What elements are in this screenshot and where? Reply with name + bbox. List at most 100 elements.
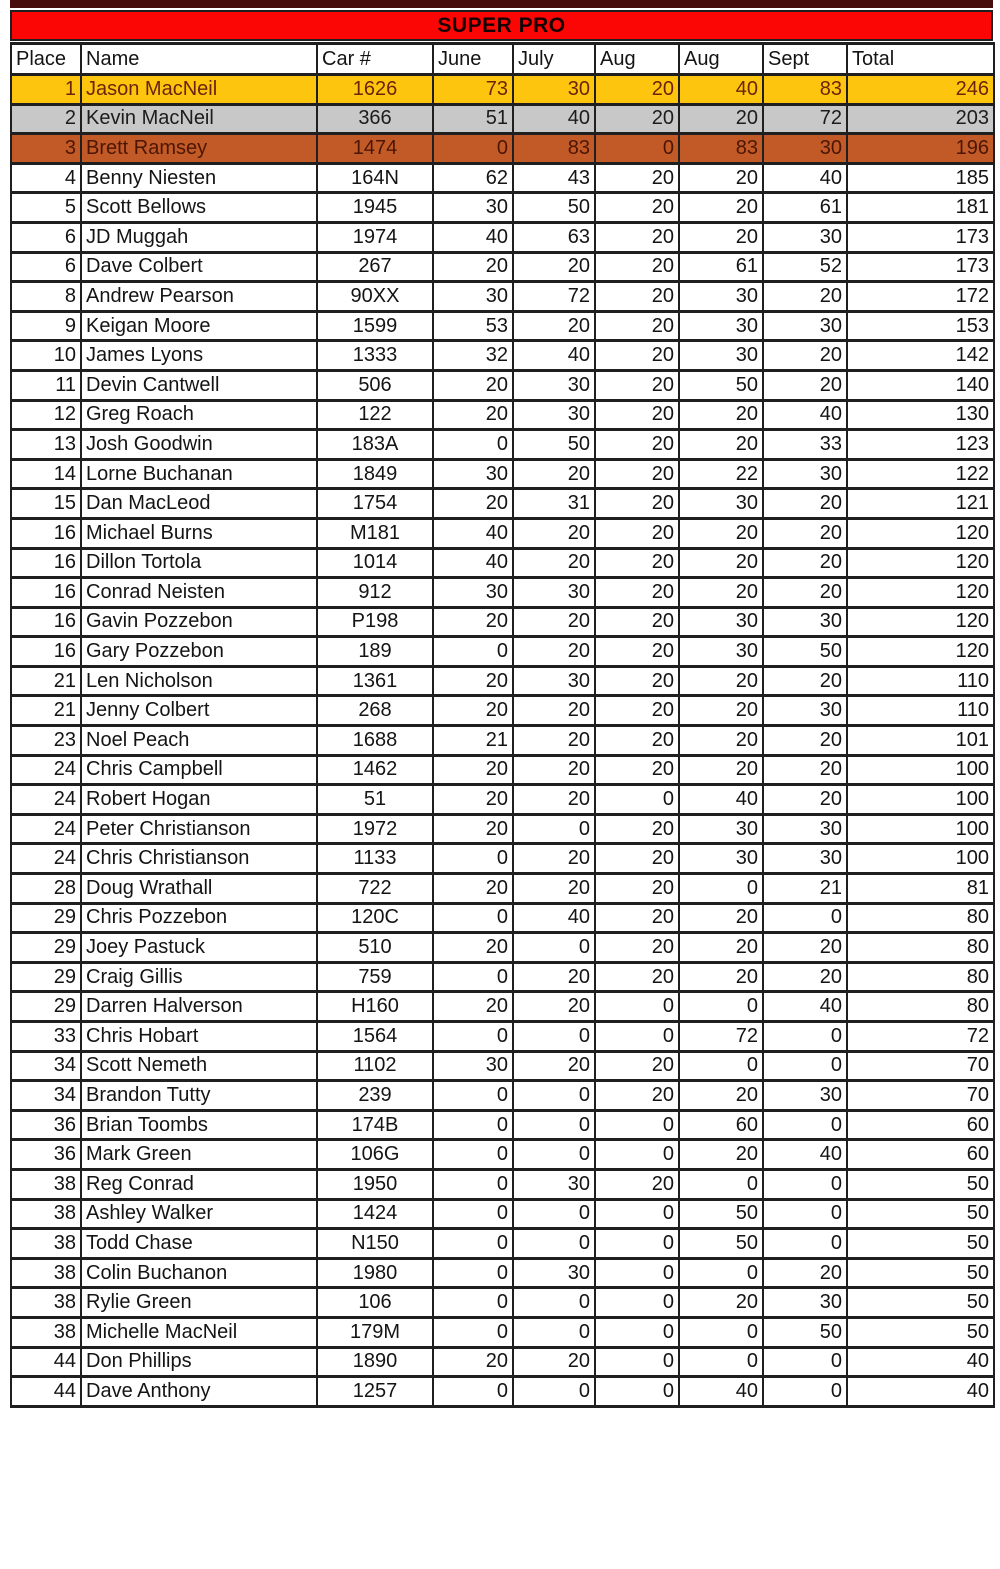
column-header-july: July xyxy=(512,42,596,76)
aug2-cell: 61 xyxy=(678,250,764,284)
car-cell: H160 xyxy=(316,990,434,1023)
name-cell: Andrew Pearson xyxy=(80,280,318,313)
sept-cell: 30 xyxy=(762,1079,848,1112)
aug1-cell: 0 xyxy=(594,1108,680,1142)
aug1-cell: 20 xyxy=(594,635,680,668)
aug1-cell: 0 xyxy=(594,1020,680,1053)
aug1-cell: 20 xyxy=(594,546,680,580)
aug1-cell: 20 xyxy=(594,339,680,372)
table-row: 9 Keigan Moore 1599 53 20 20 30 30 153 xyxy=(10,309,995,343)
car-cell: 1945 xyxy=(316,191,434,224)
total-cell: 81 xyxy=(846,872,995,905)
name-cell: Scott Bellows xyxy=(80,191,318,224)
sept-cell: 61 xyxy=(762,191,848,224)
aug1-cell: 20 xyxy=(594,812,680,846)
car-cell: 1754 xyxy=(316,487,434,520)
place-cell: 24 xyxy=(10,753,82,787)
name-cell: Lorne Buchanan xyxy=(80,457,318,491)
total-cell: 40 xyxy=(846,1345,995,1379)
total-cell: 142 xyxy=(846,339,995,372)
car-cell: 722 xyxy=(316,872,434,905)
sept-cell: 0 xyxy=(762,1049,848,1083)
table-row: 44 Dave Anthony 1257 0 0 0 40 0 40 xyxy=(10,1375,995,1408)
table-row: 24 Peter Christianson 1972 20 0 20 30 30 100 xyxy=(10,812,995,846)
july-cell: 72 xyxy=(512,280,596,313)
name-cell: Mark Green xyxy=(80,1138,318,1171)
column-header-place: Place xyxy=(10,42,82,76)
table-row: 29 Joey Pastuck 510 20 0 20 20 20 80 xyxy=(10,931,995,964)
table-row: 29 Chris Pozzebon 120C 0 40 20 20 0 80 xyxy=(10,901,995,935)
name-cell: Ashley Walker xyxy=(80,1197,318,1231)
june-cell: 20 xyxy=(432,872,514,905)
aug1-cell: 20 xyxy=(594,901,680,935)
place-cell: 21 xyxy=(10,694,82,728)
name-cell: Josh Goodwin xyxy=(80,428,318,461)
sept-cell: 0 xyxy=(762,1167,848,1201)
total-cell: 100 xyxy=(846,753,995,787)
june-cell: 20 xyxy=(432,990,514,1023)
june-cell: 0 xyxy=(432,1197,514,1231)
table-row: 21 Len Nicholson 1361 20 30 20 20 20 110 xyxy=(10,664,995,698)
june-cell: 20 xyxy=(432,931,514,964)
aug1-cell: 0 xyxy=(594,1138,680,1171)
aug2-cell: 20 xyxy=(678,161,764,195)
aug2-cell: 0 xyxy=(678,1345,764,1379)
car-cell: 1014 xyxy=(316,546,434,580)
total-cell: 153 xyxy=(846,309,995,343)
sept-cell: 30 xyxy=(762,309,848,343)
aug1-cell: 0 xyxy=(594,1197,680,1231)
car-cell: 239 xyxy=(316,1079,434,1112)
sept-cell: 21 xyxy=(762,872,848,905)
column-header-name: Name xyxy=(80,42,318,76)
june-cell: 20 xyxy=(432,1345,514,1379)
car-cell: 1890 xyxy=(316,1345,434,1379)
name-cell: Reg Conrad xyxy=(80,1167,318,1201)
table-row: 24 Robert Hogan 51 20 20 0 40 20 100 xyxy=(10,783,995,816)
car-cell: N150 xyxy=(316,1227,434,1260)
car-cell: 1462 xyxy=(316,753,434,787)
sept-cell: 40 xyxy=(762,990,848,1023)
june-cell: 20 xyxy=(432,605,514,639)
sept-cell: 33 xyxy=(762,428,848,461)
aug1-cell: 20 xyxy=(594,309,680,343)
place-cell: 9 xyxy=(10,309,82,343)
june-cell: 40 xyxy=(432,220,514,254)
aug1-cell: 20 xyxy=(594,368,680,402)
table-row: 4 Benny Niesten 164N 62 43 20 20 40 185 xyxy=(10,161,995,195)
total-cell: 130 xyxy=(846,398,995,432)
aug2-cell: 20 xyxy=(678,1079,764,1112)
june-cell: 0 xyxy=(432,1167,514,1201)
june-cell: 0 xyxy=(432,1227,514,1260)
june-cell: 0 xyxy=(432,1138,514,1171)
june-cell: 21 xyxy=(432,724,514,757)
aug1-cell: 20 xyxy=(594,664,680,698)
name-cell: Noel Peach xyxy=(80,724,318,757)
june-cell: 0 xyxy=(432,1286,514,1319)
place-cell: 34 xyxy=(10,1079,82,1112)
aug1-cell: 20 xyxy=(594,428,680,461)
aug2-cell: 83 xyxy=(678,132,764,165)
place-cell: 11 xyxy=(10,368,82,402)
place-cell: 38 xyxy=(10,1286,82,1319)
aug2-cell: 30 xyxy=(678,309,764,343)
june-cell: 20 xyxy=(432,250,514,284)
aug2-cell: 72 xyxy=(678,1020,764,1053)
car-cell: 1980 xyxy=(316,1256,434,1290)
car-cell: 267 xyxy=(316,250,434,284)
place-cell: 29 xyxy=(10,901,82,935)
table-row: 28 Doug Wrathall 722 20 20 20 0 21 81 xyxy=(10,872,995,905)
place-cell: 34 xyxy=(10,1049,82,1083)
july-cell: 30 xyxy=(512,368,596,402)
total-cell: 100 xyxy=(846,783,995,816)
aug2-cell: 40 xyxy=(678,1375,764,1408)
table-row: 21 Jenny Colbert 268 20 20 20 20 30 110 xyxy=(10,694,995,728)
july-cell: 30 xyxy=(512,664,596,698)
car-cell: M181 xyxy=(316,516,434,550)
car-cell: 510 xyxy=(316,931,434,964)
sept-cell: 72 xyxy=(762,102,848,136)
sept-cell: 0 xyxy=(762,1375,848,1408)
sept-cell: 0 xyxy=(762,1345,848,1379)
aug1-cell: 20 xyxy=(594,576,680,609)
aug2-cell: 0 xyxy=(678,1167,764,1201)
july-cell: 0 xyxy=(512,1197,596,1231)
